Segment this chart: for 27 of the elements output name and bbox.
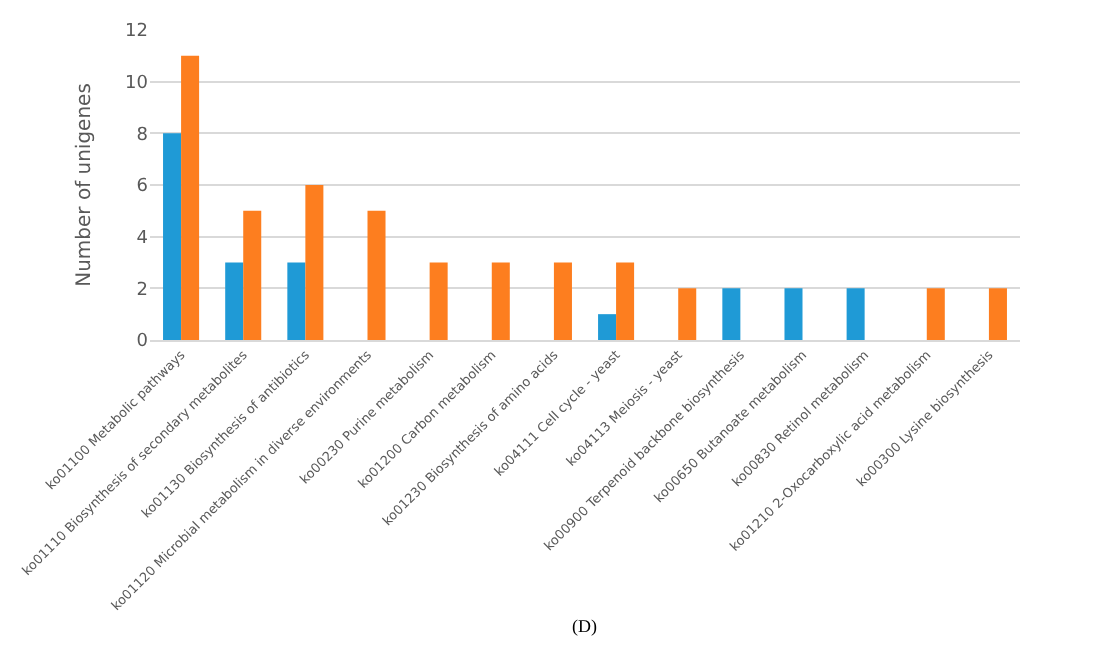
bar — [181, 55, 200, 340]
y-tick-label: 10 — [125, 73, 149, 94]
y-tick-label: 2 — [136, 280, 148, 301]
bar — [598, 314, 617, 340]
bar — [305, 185, 324, 340]
y-tick-label: 4 — [136, 228, 149, 249]
bar — [491, 262, 510, 340]
bar — [846, 288, 865, 340]
bar — [225, 262, 244, 340]
y-tick-label: 0 — [136, 332, 149, 353]
bar — [678, 288, 697, 340]
bar — [287, 262, 306, 340]
text: (D) — [572, 616, 597, 636]
bar — [616, 262, 635, 340]
bar — [163, 133, 182, 340]
bar — [367, 210, 386, 340]
bar — [926, 288, 945, 340]
y-tick-label: 8 — [136, 125, 149, 146]
y-tick-label: 6 — [136, 177, 149, 198]
bar — [243, 210, 262, 340]
bar — [722, 288, 741, 340]
bar — [784, 288, 803, 340]
y-axis-title: Number of unigenes — [74, 83, 96, 287]
bar — [988, 288, 1007, 340]
bar — [553, 262, 572, 340]
y-tick-label: 12 — [125, 22, 148, 43]
bar — [429, 262, 448, 340]
